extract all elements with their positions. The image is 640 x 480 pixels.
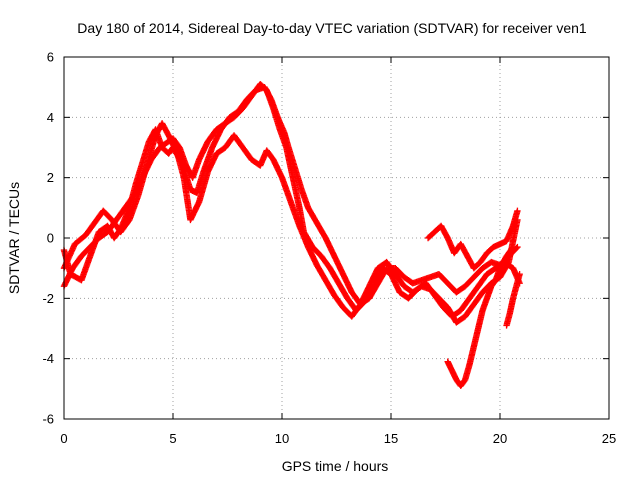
y-tick-label: 4: [47, 110, 54, 125]
y-tick-label: -6: [42, 412, 54, 427]
data-point: [516, 271, 523, 278]
chart-title: Day 180 of 2014, Sidereal Day-to-day VTE…: [77, 20, 587, 36]
x-tick-label: 10: [275, 431, 289, 446]
data-point: [514, 207, 521, 215]
y-tick-label: -4: [42, 351, 54, 366]
data-series: [444, 243, 517, 390]
tick-layer: 0 5 10 15 20 25 -6 -4 -2 0 2 4 6: [42, 50, 616, 447]
x-tick-label: 15: [384, 431, 398, 446]
marks-layer: [60, 80, 523, 390]
data-series: [503, 271, 523, 329]
data-series: [60, 120, 521, 326]
grid-layer: [64, 57, 609, 419]
y-tick-label: -2: [42, 291, 54, 306]
x-tick-label: 0: [60, 431, 67, 446]
x-axis-label: GPS time / hours: [282, 458, 389, 474]
y-tick-label: 0: [47, 231, 54, 246]
y-tick-label: 2: [47, 170, 54, 185]
x-tick-label: 25: [602, 431, 616, 446]
data-series: [424, 207, 521, 272]
data-point: [509, 244, 516, 252]
x-tick-label: 5: [169, 431, 176, 446]
x-tick-label: 20: [493, 431, 507, 446]
data-point: [509, 243, 517, 251]
y-axis-label: SDTVAR / TECUs: [6, 182, 22, 294]
y-tick-label: 6: [47, 50, 54, 65]
